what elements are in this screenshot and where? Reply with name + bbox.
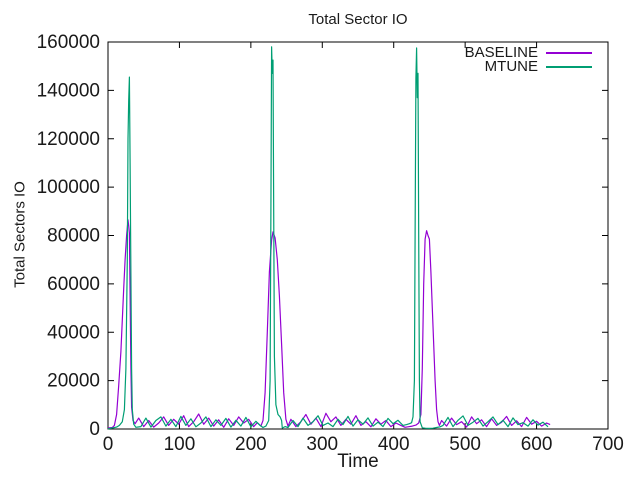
legend-line-sample-baseline bbox=[546, 52, 592, 54]
y-tick-label: 140000 bbox=[37, 80, 100, 101]
y-tick-label: 60000 bbox=[47, 274, 100, 295]
x-tick-label: 700 bbox=[592, 434, 624, 455]
series-line-mtune bbox=[107, 46, 549, 430]
x-axis-label: Time bbox=[337, 451, 379, 472]
y-axis-label: Total Sectors IO bbox=[11, 181, 29, 288]
y-tick-label: 20000 bbox=[47, 371, 100, 392]
y-tick-label: 120000 bbox=[37, 129, 100, 150]
chart-title: Total Sector IO bbox=[308, 11, 408, 28]
series-line-baseline bbox=[107, 219, 551, 429]
y-tick-label: 0 bbox=[89, 419, 100, 440]
legend-item-mtune: MTUNE bbox=[465, 58, 592, 75]
y-tick-label: 80000 bbox=[47, 226, 100, 247]
y-tick-label: 100000 bbox=[37, 177, 100, 198]
plot-border bbox=[107, 41, 609, 430]
x-tick-label: 100 bbox=[164, 434, 196, 455]
legend-line-sample-mtune bbox=[546, 66, 592, 68]
x-tick-label: 600 bbox=[521, 434, 553, 455]
legend-label-baseline: BASELINE bbox=[464, 44, 538, 61]
legend-item-baseline: BASELINE bbox=[464, 44, 592, 61]
y-tick-label: 160000 bbox=[37, 32, 100, 53]
x-tick-label: 400 bbox=[378, 434, 410, 455]
x-tick-label: 300 bbox=[306, 434, 338, 455]
x-tick-label: 0 bbox=[103, 434, 114, 455]
y-tick-label: 40000 bbox=[47, 322, 100, 343]
x-tick-label: 500 bbox=[449, 434, 481, 455]
x-tick-label: 200 bbox=[235, 434, 267, 455]
legend: BASELINE MTUNE bbox=[464, 44, 592, 75]
legend-label-mtune: MTUNE bbox=[484, 58, 538, 75]
